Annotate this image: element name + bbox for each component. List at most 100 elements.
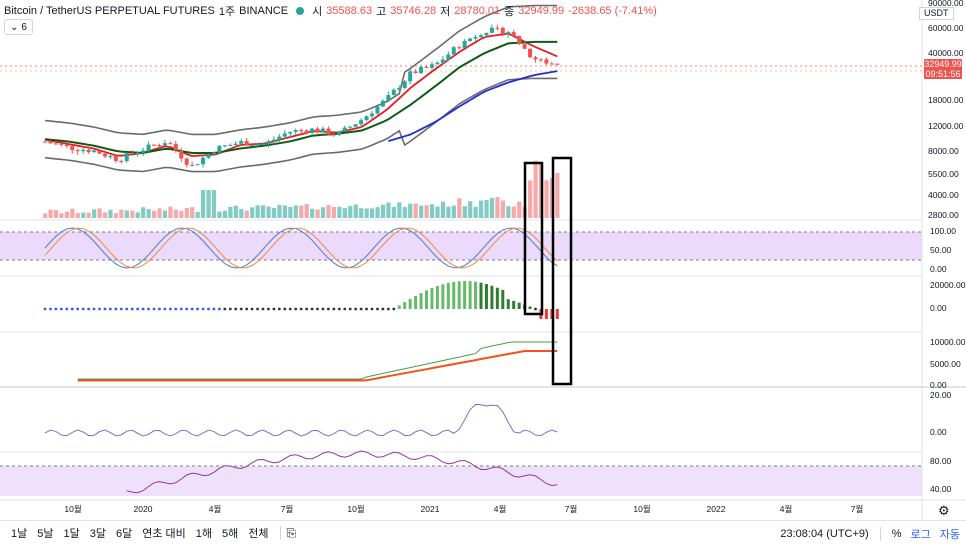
momentum-dot bbox=[136, 307, 140, 311]
svg-text:0.00: 0.00 bbox=[930, 303, 947, 313]
candle bbox=[538, 59, 543, 61]
candle bbox=[310, 128, 315, 133]
volume-bar bbox=[326, 205, 331, 218]
range-5d[interactable]: 5날 bbox=[37, 528, 54, 540]
volume-bar bbox=[184, 208, 189, 218]
volume-bar bbox=[162, 210, 168, 218]
volume-bar bbox=[413, 203, 418, 218]
moving-averages bbox=[44, 32, 558, 158]
indicators-toggle-button[interactable]: ⌄ 6 bbox=[4, 19, 33, 35]
time-tick: 2020 bbox=[134, 504, 153, 514]
momentum-bar bbox=[555, 309, 559, 319]
volume-bar bbox=[440, 201, 446, 218]
volume-bar bbox=[304, 203, 309, 218]
candle bbox=[528, 48, 533, 58]
momentum-dot bbox=[98, 307, 101, 311]
range-5y[interactable]: 5해 bbox=[222, 528, 239, 540]
momentum-dot bbox=[359, 307, 363, 311]
candle bbox=[48, 141, 53, 144]
range-1d[interactable]: 1날 bbox=[11, 528, 28, 540]
volume-bar bbox=[108, 209, 113, 218]
candle bbox=[451, 47, 456, 55]
log-toggle[interactable]: 로그 bbox=[910, 528, 931, 541]
volume-bar bbox=[517, 201, 522, 218]
momentum-dot bbox=[305, 307, 308, 311]
volume-bar bbox=[97, 208, 102, 218]
time-tick: 7월 bbox=[565, 504, 578, 514]
candle bbox=[517, 35, 522, 45]
candle bbox=[435, 62, 440, 65]
auto-toggle[interactable]: 자동 bbox=[939, 528, 960, 541]
symbol-name[interactable]: Bitcoin / TetherUS PERPETUAL FUTURES bbox=[4, 5, 215, 17]
range-6m[interactable]: 6달 bbox=[116, 528, 133, 540]
volume-bar bbox=[211, 190, 217, 218]
volume-bar bbox=[135, 212, 140, 218]
volume-bar bbox=[462, 206, 467, 218]
candle bbox=[342, 127, 347, 132]
momentum-dot bbox=[174, 307, 178, 311]
candle bbox=[157, 145, 162, 147]
candle bbox=[233, 143, 238, 145]
range-3m[interactable]: 3달 bbox=[89, 528, 106, 540]
volume-bar bbox=[195, 211, 200, 218]
interval-label[interactable]: 1주 bbox=[218, 6, 236, 18]
volume-bar bbox=[506, 206, 511, 218]
momentum-bar bbox=[425, 290, 428, 309]
clock-time[interactable]: 23:08:04 (UTC+9) bbox=[780, 527, 869, 540]
range-all[interactable]: 전체 bbox=[248, 528, 269, 540]
volume-bar bbox=[113, 213, 119, 218]
symbol-legend[interactable]: Bitcoin / TetherUS PERPETUAL FUTURES 1주 … bbox=[4, 3, 657, 19]
svg-text:40.00: 40.00 bbox=[930, 484, 952, 494]
settings-gear-icon[interactable]: ⚙ bbox=[938, 503, 950, 518]
candle bbox=[173, 144, 178, 151]
candle bbox=[266, 141, 271, 144]
volume-bar bbox=[331, 206, 337, 218]
momentum-dot bbox=[43, 307, 47, 311]
volume-bar bbox=[255, 205, 260, 218]
momentum-dot bbox=[130, 307, 134, 311]
chart-canvas[interactable]: 90000.00 60000.00 40000.00 18000.00 1200… bbox=[0, 0, 966, 520]
price-axis[interactable]: 90000.00 60000.00 40000.00 18000.00 1200… bbox=[928, 0, 964, 220]
volume-bars bbox=[43, 160, 560, 218]
momentum-dot bbox=[239, 307, 243, 311]
candle bbox=[331, 134, 336, 136]
candle bbox=[261, 143, 265, 145]
momentum-bar bbox=[490, 285, 494, 309]
bb-upper-line bbox=[44, 4, 558, 136]
divider bbox=[279, 526, 281, 540]
momentum-dot bbox=[299, 307, 303, 311]
range-1y[interactable]: 1해 bbox=[195, 528, 213, 540]
candle bbox=[162, 143, 167, 146]
candle bbox=[462, 40, 467, 48]
goto-date-icon[interactable]: ⎘ bbox=[286, 525, 297, 540]
volume-bar bbox=[201, 190, 206, 218]
momentum-dot bbox=[163, 307, 167, 311]
exchange-label: BINANCE bbox=[239, 5, 289, 17]
candle bbox=[375, 106, 380, 114]
svg-text:10000.00: 10000.00 bbox=[930, 337, 966, 347]
momentum-dot bbox=[49, 307, 52, 311]
momentum-dot bbox=[92, 307, 96, 311]
chevron-down-icon: ⌄ bbox=[10, 21, 19, 33]
momentum-dot bbox=[114, 307, 118, 311]
currency-label[interactable]: USDT bbox=[919, 7, 954, 20]
range-1m[interactable]: 1달 bbox=[63, 528, 80, 540]
candle bbox=[419, 67, 424, 74]
momentum-dot bbox=[190, 307, 194, 311]
candle bbox=[359, 120, 364, 125]
time-axis[interactable]: 10월 2020 4월 7월 10월 2021 4월 7월 10월 2022 4… bbox=[64, 504, 863, 514]
momentum-bar bbox=[419, 293, 423, 309]
momentum-dot bbox=[283, 307, 287, 311]
volume-bar bbox=[402, 207, 407, 218]
momentum-bar bbox=[528, 306, 532, 309]
change-value: -2638.65 (-7.41%) bbox=[568, 5, 657, 17]
percent-toggle[interactable]: % bbox=[891, 527, 902, 540]
candle bbox=[299, 130, 304, 132]
svg-text:100.00: 100.00 bbox=[930, 226, 956, 236]
volume-bar bbox=[261, 205, 266, 218]
range-ytd[interactable]: 연초 대비 bbox=[142, 528, 186, 540]
svg-text:80.00: 80.00 bbox=[930, 456, 952, 466]
volume-bar bbox=[250, 207, 255, 218]
svg-text:0.00: 0.00 bbox=[930, 264, 947, 274]
volume-bar bbox=[484, 199, 489, 218]
